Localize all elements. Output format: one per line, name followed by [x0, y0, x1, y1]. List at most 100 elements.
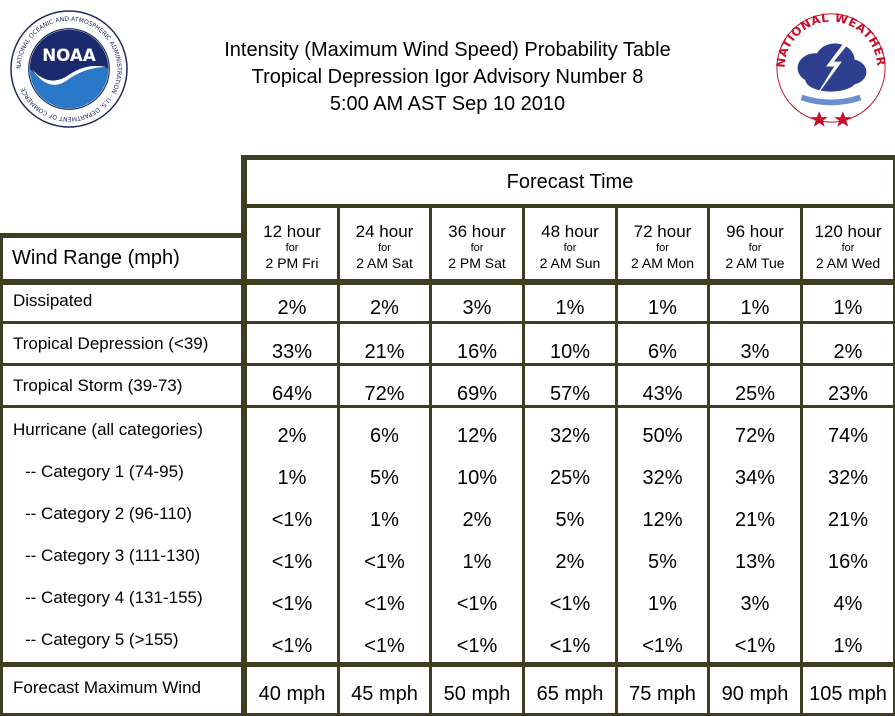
- row-label-dissipated: Dissipated: [3, 285, 241, 321]
- cell-value: 90 mph: [721, 683, 789, 705]
- cell-value: 50%: [642, 425, 683, 447]
- column-for: for: [841, 242, 855, 254]
- column-hours: 120 hour: [814, 222, 882, 241]
- title-line-1: Intensity (Maximum Wind Speed) Probabili…: [224, 39, 671, 61]
- cell-value: 43%: [642, 383, 683, 405]
- cell-value: 2%: [277, 297, 307, 319]
- cell-value: 3%: [740, 593, 770, 615]
- cell-value: 16%: [827, 551, 869, 573]
- row-label-category-2: -- Category 2 (96-110): [25, 504, 192, 523]
- row-label-forecast-max-wind: Forecast Maximum Wind: [3, 667, 241, 713]
- cell-value: 21%: [364, 341, 405, 363]
- cell-value: <1%: [271, 509, 313, 531]
- column-valid-time: 2 AM Wed: [815, 255, 881, 271]
- row-label-text: Tropical Storm (39-73): [13, 376, 183, 395]
- cell-value: 16%: [456, 341, 498, 363]
- column-valid-time: 2 AM Mon: [630, 255, 695, 271]
- column-for: for: [748, 242, 762, 254]
- cell-value: 12%: [642, 509, 683, 531]
- column-hours: 12 hour: [263, 222, 321, 241]
- table-cell: 6%: [618, 324, 707, 363]
- cell-value: 2%: [462, 509, 492, 531]
- hurricane-column: 50% 32% 12% 5% 1% <1%: [618, 408, 707, 662]
- table-cell: 3%: [710, 324, 800, 363]
- cell-value: <1%: [364, 551, 405, 573]
- column-hours: 96 hour: [726, 222, 784, 241]
- nws-logo: NATIONAL WEATHER SERVICE: [772, 8, 888, 127]
- table-cell: 65 mph: [525, 667, 615, 713]
- table-cell: 21%: [340, 324, 429, 363]
- cell-value: 1%: [833, 297, 863, 319]
- cell-value: 1%: [370, 509, 399, 531]
- row-label-text: Dissipated: [13, 291, 93, 310]
- cell-value: 64%: [271, 383, 313, 405]
- cell-value: 13%: [734, 551, 776, 573]
- cell-value: <1%: [642, 635, 683, 657]
- row-label-tropical-depression: Tropical Depression (<39): [3, 324, 241, 363]
- row-label-category-3: -- Category 3 (111-130): [25, 546, 201, 565]
- table-cell: 2%: [803, 324, 893, 363]
- cell-value: 1%: [740, 297, 770, 319]
- cell-value: 6%: [648, 341, 677, 363]
- cell-value: 72%: [364, 383, 405, 405]
- column-for: for: [378, 242, 391, 254]
- table-cell: 1%: [618, 285, 707, 321]
- column-header: 48 hour for 2 AM Sun: [525, 208, 615, 279]
- table-cell: 25%: [710, 366, 800, 405]
- cell-value: <1%: [456, 635, 498, 657]
- cell-value: 32%: [827, 467, 869, 489]
- table-cell: 1%: [803, 285, 893, 321]
- hurricane-column: 32% 25% 5% 2% <1% <1%: [525, 408, 615, 662]
- column-header: 96 hour for 2 AM Tue: [710, 208, 800, 279]
- title-line-2: Tropical Depression Igor Advisory Number…: [251, 66, 644, 88]
- cell-value: <1%: [456, 593, 498, 615]
- hurricane-column: 74% 32% 21% 16% 4% 1%: [803, 408, 893, 662]
- noaa-logo: NATIONAL OCEANIC AND ATMOSPHERIC ADMINIS…: [10, 10, 128, 128]
- cell-value: 1%: [277, 467, 307, 489]
- column-header: 72 hour for 2 AM Mon: [618, 208, 707, 279]
- hurricane-column: 6% 5% 1% <1% <1% <1%: [340, 408, 429, 662]
- column-header: 24 hour for 2 AM Sat: [340, 208, 429, 279]
- cell-value: 2%: [833, 341, 863, 363]
- forecast-time-header: Forecast Time: [247, 160, 893, 204]
- cell-value: 75 mph: [629, 683, 696, 705]
- column-hours: 36 hour: [448, 222, 506, 241]
- hurricane-column: 12% 10% 2% 1% <1% <1%: [432, 408, 522, 662]
- column-hours: 24 hour: [355, 222, 414, 241]
- column-header: 36 hour for 2 PM Sat: [432, 208, 522, 279]
- table-cell: 40 mph: [247, 667, 337, 713]
- table-cell: 23%: [803, 366, 893, 405]
- forecast-time-label: Forecast Time: [506, 170, 634, 193]
- table-cell: 105 mph: [803, 667, 893, 713]
- row-label-text: Tropical Depression (<39): [13, 334, 209, 353]
- cell-value: 34%: [734, 467, 776, 489]
- table-cell: 64%: [247, 366, 337, 405]
- cell-value: 2%: [370, 297, 399, 319]
- cell-value: 72%: [734, 425, 776, 447]
- column-valid-time: 2 AM Sun: [539, 255, 601, 271]
- cell-value: 32%: [549, 425, 591, 447]
- cell-value: 23%: [827, 383, 869, 405]
- cell-value: 1%: [648, 297, 677, 319]
- cell-value: <1%: [271, 635, 313, 657]
- table-cell: 2%: [247, 285, 337, 321]
- title-line-3: 5:00 AM AST Sep 10 2010: [329, 93, 566, 115]
- table-cell: 72%: [340, 366, 429, 405]
- cell-value: 3%: [740, 341, 770, 363]
- cell-value: 45 mph: [351, 683, 418, 705]
- cell-value: 1%: [648, 593, 677, 615]
- cell-value: 105 mph: [809, 683, 887, 705]
- table-cell: 33%: [247, 324, 337, 363]
- cell-value: 2%: [277, 425, 307, 447]
- table-cell: 1%: [525, 285, 615, 321]
- column-valid-time: 2 AM Tue: [725, 255, 785, 271]
- hurricane-column: 72% 34% 21% 13% 3% <1%: [710, 408, 800, 662]
- table-cell: 50 mph: [432, 667, 522, 713]
- cell-value: 10%: [549, 341, 591, 363]
- cell-value: 69%: [456, 383, 498, 405]
- cell-value: <1%: [734, 635, 776, 657]
- cell-value: 3%: [462, 297, 492, 319]
- column-for: for: [285, 242, 299, 254]
- table-cell: 90 mph: [710, 667, 800, 713]
- row-label-category-1: -- Category 1 (74-95): [25, 462, 184, 481]
